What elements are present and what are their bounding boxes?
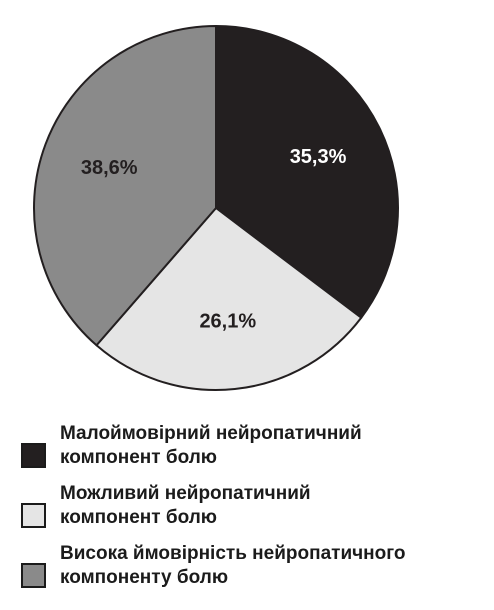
- legend-item: Малоймовірний нейропатичний компонент бо…: [18, 422, 488, 470]
- pie-chart-svg: 35,3% 26,1% 38,6%: [33, 25, 399, 391]
- legend-swatch: [21, 443, 46, 468]
- legend-swatch: [21, 563, 46, 588]
- slice-value-label: 35,3%: [290, 146, 347, 168]
- chart-legend: Малоймовірний нейропатичний компонент бо…: [18, 422, 488, 602]
- slice-value-label: 38,6%: [81, 157, 138, 179]
- legend-label-line: компонент болю: [60, 507, 218, 528]
- pie-slice: [33, 25, 217, 347]
- legend-item: Можливий нейропатичний компонент болю: [18, 482, 488, 530]
- legend-label-line: Висока ймовірність нейропатичного: [60, 543, 406, 564]
- legend-label-line: Можливий нейропатичний: [60, 483, 311, 504]
- legend-label-line: компонент болю: [60, 447, 218, 468]
- legend-swatch: [21, 503, 46, 528]
- slice-value-label: 26,1%: [199, 310, 256, 332]
- pie-slice: [95, 207, 363, 391]
- legend-item: Висока ймовірність нейропатичного компон…: [18, 542, 488, 590]
- pie-slice: [215, 25, 399, 319]
- legend-label-line: Малоймовірний нейропатичний: [60, 423, 362, 444]
- legend-label-line: компоненту болю: [60, 567, 229, 588]
